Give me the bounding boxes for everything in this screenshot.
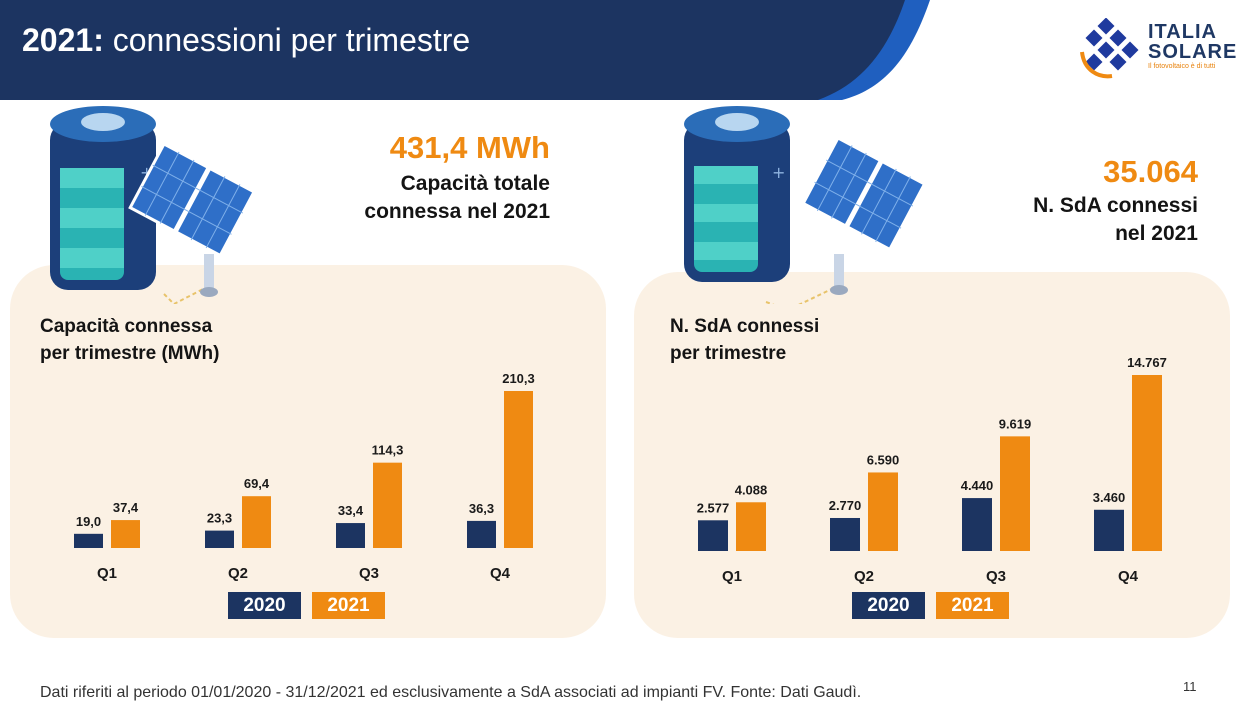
bar-2021-q1 bbox=[111, 520, 140, 548]
data-label-2020-q2: 23,3 bbox=[207, 511, 232, 526]
legend-2020: 2020 bbox=[228, 592, 301, 619]
data-label-2021-q4: 14.767 bbox=[1127, 355, 1167, 370]
bar-2020-q2 bbox=[830, 517, 860, 551]
data-label-2020-q4: 36,3 bbox=[469, 501, 494, 516]
header-banner: 2021: connessioni per trimestre bbox=[0, 0, 1254, 100]
data-label-2020-q3: 4.440 bbox=[961, 478, 994, 493]
bar-2020-q3 bbox=[336, 523, 365, 548]
bar-2021-q1 bbox=[736, 502, 766, 551]
category-label-q1: Q1 bbox=[722, 568, 742, 585]
legend-2020: 2020 bbox=[852, 592, 925, 619]
total-sda-value: 35.064 bbox=[1103, 154, 1198, 189]
legend-2021: 2021 bbox=[936, 592, 1009, 619]
data-label-2021-q2: 69,4 bbox=[244, 476, 270, 491]
category-label-q1: Q1 bbox=[97, 565, 117, 582]
legend-2021: 2021 bbox=[312, 592, 385, 619]
bar-2020-q3 bbox=[962, 498, 992, 551]
logo-icon bbox=[1080, 18, 1139, 79]
logo-tagline: Il fotovoltaico è di tutti bbox=[1148, 63, 1216, 70]
sda-bar-chart: 2.577 4.088 Q1 2.770 6.590 Q2 4.440 9.619 Q3 3.46… bbox=[697, 355, 1167, 585]
category-label-q3: Q3 bbox=[359, 565, 379, 582]
data-label-2020-q1: 19,0 bbox=[76, 514, 101, 529]
battery-solar-illustration: + bbox=[684, 106, 927, 304]
bar-2021-q3 bbox=[1000, 436, 1030, 551]
data-label-2021-q2: 6.590 bbox=[867, 452, 900, 467]
category-label-q2: Q2 bbox=[228, 565, 248, 582]
bar-2020-q1 bbox=[74, 533, 103, 548]
data-label-2020-q3: 33,4 bbox=[338, 503, 364, 518]
data-label-2021-q1: 37,4 bbox=[113, 500, 139, 515]
logo-wordmark: ITALIA SOLARE bbox=[1148, 21, 1238, 63]
bar-2021-q3 bbox=[373, 462, 402, 548]
bar-2021-q4 bbox=[1132, 375, 1162, 551]
total-sda-label: N. SdA connessi nel 2021 bbox=[1033, 194, 1198, 245]
total-capacity-label: Capacità totale connessa nel 2021 bbox=[364, 172, 550, 223]
page-number: 11 bbox=[1183, 679, 1197, 694]
bar-2021-q2 bbox=[868, 472, 898, 551]
right-chart-title: N. SdA connessi per trimestre bbox=[670, 316, 820, 364]
footer-note: Dati riferiti al periodo 01/01/2020 - 31… bbox=[40, 684, 862, 701]
bar-2021-q4 bbox=[504, 391, 533, 548]
right-panel bbox=[634, 272, 1230, 638]
category-label-q2: Q2 bbox=[854, 568, 874, 585]
category-label-q4: Q4 bbox=[1118, 568, 1139, 585]
bar-2020-q4 bbox=[1094, 509, 1124, 551]
data-label-2021-q3: 114,3 bbox=[372, 443, 404, 458]
total-capacity-value: 431,4 MWh bbox=[389, 130, 550, 165]
category-label-q4: Q4 bbox=[490, 565, 511, 582]
data-label-2021-q3: 9.619 bbox=[999, 416, 1032, 431]
category-label-q3: Q3 bbox=[986, 568, 1006, 585]
data-label-2021-q1: 4.088 bbox=[735, 482, 768, 497]
page-title: 2021: connessioni per trimestre bbox=[22, 22, 471, 58]
data-label-2020-q4: 3.460 bbox=[1093, 490, 1126, 505]
bar-2020-q2 bbox=[205, 530, 234, 548]
header-background bbox=[0, 0, 930, 100]
data-label-2020-q1: 2.577 bbox=[697, 500, 730, 515]
bar-2021-q2 bbox=[242, 496, 271, 548]
data-label-2020-q2: 2.770 bbox=[829, 498, 862, 513]
bar-2020-q4 bbox=[467, 520, 496, 548]
left-chart-title: Capacità connessa per trimestre (MWh) bbox=[40, 316, 220, 364]
capacity-bar-chart: 19,0 37,4 Q1 23,3 69,4 Q2 33,4 114,3 Q3 36,3 210,3… bbox=[74, 371, 535, 582]
bar-2020-q1 bbox=[698, 520, 728, 551]
battery-solar-illustration: + bbox=[50, 106, 257, 304]
svg-text:+: + bbox=[772, 163, 785, 182]
data-label-2021-q4: 210,3 bbox=[502, 371, 535, 386]
